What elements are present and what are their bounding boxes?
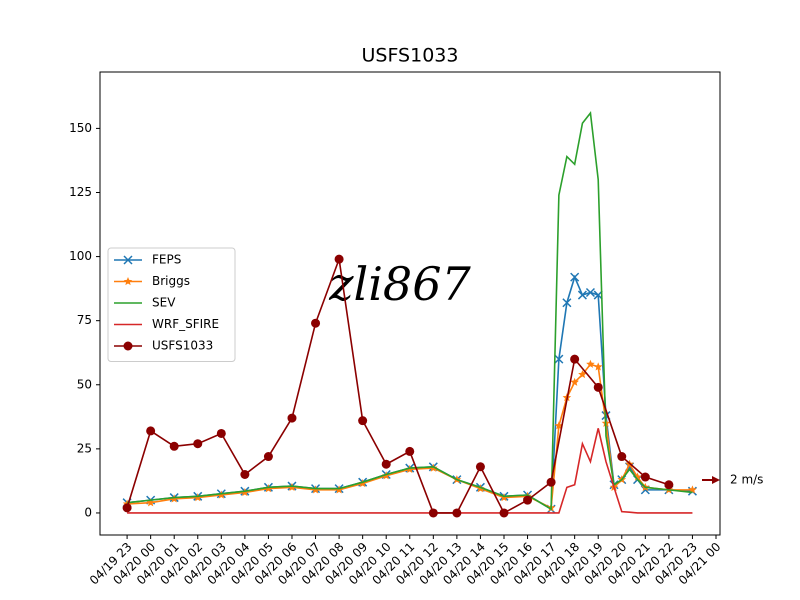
marker bbox=[554, 354, 564, 364]
marker bbox=[123, 341, 133, 351]
marker bbox=[586, 359, 595, 368]
quiver-key-label: 2 m/s bbox=[730, 473, 763, 487]
marker bbox=[146, 498, 155, 507]
marker bbox=[405, 464, 415, 474]
marker bbox=[570, 377, 579, 386]
marker bbox=[334, 254, 344, 264]
marker bbox=[169, 441, 179, 451]
marker bbox=[358, 416, 368, 426]
y-tick-label: 50 bbox=[77, 377, 92, 391]
marker bbox=[381, 459, 391, 469]
marker bbox=[311, 485, 320, 494]
marker bbox=[264, 484, 273, 493]
marker bbox=[216, 428, 226, 438]
legend-label: WRF_SFIRE bbox=[152, 317, 219, 331]
legend: FEPS Briggs SEV WRF_SFIRE USFS1033 bbox=[107, 247, 236, 362]
quiver-key: 2 m/s bbox=[702, 473, 763, 487]
marker bbox=[240, 469, 250, 479]
marker bbox=[263, 452, 273, 462]
marker bbox=[499, 493, 509, 502]
marker bbox=[499, 508, 509, 518]
marker bbox=[577, 290, 587, 300]
marker bbox=[123, 277, 133, 286]
y-tick-label: 100 bbox=[69, 249, 92, 263]
marker bbox=[122, 503, 132, 513]
marker bbox=[546, 477, 556, 487]
marker bbox=[240, 487, 250, 497]
legend-frame bbox=[107, 247, 236, 362]
marker bbox=[570, 354, 580, 364]
watermark: zli867 bbox=[328, 257, 471, 311]
axes-frame bbox=[99, 71, 721, 536]
marker bbox=[617, 452, 627, 462]
series-line bbox=[127, 110, 693, 511]
marker bbox=[562, 298, 572, 308]
marker bbox=[311, 318, 321, 328]
marker bbox=[193, 439, 203, 449]
marker bbox=[452, 508, 462, 518]
chart-title: USFS1033 bbox=[362, 45, 459, 67]
marker bbox=[217, 490, 226, 499]
legend-label: Briggs bbox=[152, 274, 190, 288]
legend-label: SEV bbox=[152, 296, 176, 310]
marker bbox=[169, 494, 179, 503]
marker bbox=[334, 485, 344, 494]
legend-label: USFS1033 bbox=[152, 339, 213, 353]
legend-label: FEPS bbox=[152, 253, 181, 267]
marker bbox=[593, 362, 603, 371]
y-tick-label: 25 bbox=[77, 441, 92, 455]
marker bbox=[405, 446, 415, 456]
y-tick-label: 125 bbox=[69, 185, 92, 199]
marker bbox=[358, 478, 367, 488]
marker bbox=[146, 426, 156, 436]
marker bbox=[585, 287, 595, 298]
marker bbox=[428, 508, 438, 518]
y-tick-label: 150 bbox=[69, 121, 92, 135]
marker bbox=[287, 413, 297, 423]
y-tick-label: 0 bbox=[84, 505, 92, 519]
quiver-key-head bbox=[712, 476, 720, 484]
marker bbox=[640, 472, 650, 482]
marker bbox=[578, 370, 587, 379]
series bbox=[122, 254, 674, 518]
marker bbox=[570, 272, 580, 282]
y-tick-label: 75 bbox=[77, 313, 92, 327]
series bbox=[127, 110, 693, 511]
marker bbox=[381, 471, 391, 480]
marker bbox=[287, 482, 297, 491]
marker bbox=[193, 493, 203, 502]
marker bbox=[475, 462, 485, 472]
marker bbox=[593, 382, 603, 392]
marker bbox=[633, 472, 642, 481]
marker bbox=[123, 255, 133, 265]
marker bbox=[523, 495, 533, 505]
marker bbox=[664, 480, 674, 490]
